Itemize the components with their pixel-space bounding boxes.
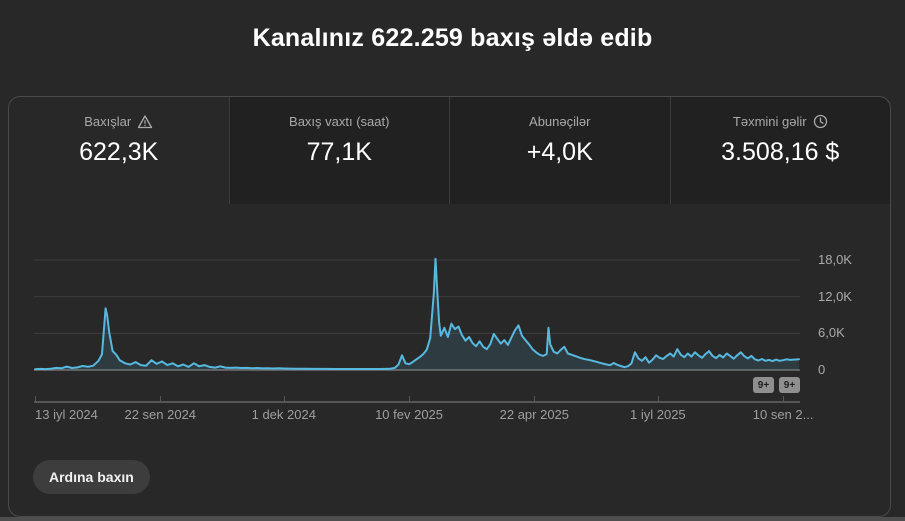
tab-subscribers-value: +4,0K: [526, 138, 593, 166]
tab-views-label: Baxışlar: [84, 114, 132, 129]
annotation-badge[interactable]: 9+: [753, 377, 774, 393]
views-line-chart[interactable]: [34, 247, 800, 382]
x-axis-label: 1 dek 2024: [251, 407, 316, 422]
x-axis-label: 22 sen 2024: [124, 407, 197, 422]
tab-revenue-value: 3.508,16 $: [721, 138, 840, 166]
clock-icon[interactable]: [813, 114, 828, 129]
x-axis-label: 10 fev 2025: [375, 407, 444, 422]
y-axis-label: 6,0K: [818, 325, 845, 341]
see-more-button[interactable]: Ardına baxın: [33, 460, 150, 494]
x-axis-line: [34, 401, 800, 403]
tab-watch-time[interactable]: Baxış vaxtı (saat) 77,1K: [228, 97, 449, 204]
metric-tabs: Baxışlar 622,3K Baxış vaxtı (saat) 77,1K…: [9, 97, 890, 204]
tab-watch-time-value: 77,1K: [306, 138, 372, 166]
x-axis-tick: [657, 396, 659, 403]
x-axis-tick: [283, 396, 285, 403]
x-axis-label: 13 iyl 2024: [35, 407, 98, 422]
x-axis-tick: [534, 396, 536, 403]
tab-subscribers-label: Abunəçilər: [529, 114, 591, 129]
tab-revenue[interactable]: Təxmini gəlir 3.508,16 $: [669, 97, 890, 204]
x-axis-tick: [160, 396, 162, 403]
annotation-badge[interactable]: 9+: [779, 377, 800, 393]
bottom-strip: [0, 517, 905, 521]
y-axis-label: 18,0K: [818, 251, 852, 267]
warning-icon[interactable]: [137, 114, 153, 129]
x-axis-tick: [783, 396, 785, 403]
y-axis-label: 0: [818, 362, 826, 377]
x-axis-tick: [409, 396, 411, 403]
tab-watch-time-label: Baxış vaxtı (saat): [289, 114, 390, 129]
annotation-badges: 9+ 9+: [753, 377, 800, 393]
x-axis-tick: [35, 396, 36, 403]
page-header: Kanalınız 622.259 baxış əldə edib: [0, 0, 905, 96]
x-axis-label: 10 sen 2...: [752, 407, 814, 422]
analytics-card: Baxışlar 622,3K Baxış vaxtı (saat) 77,1K…: [8, 96, 891, 517]
tab-views-value: 622,3K: [79, 138, 159, 166]
page-title: Kanalınız 622.259 baxış əldə edib: [252, 24, 653, 52]
tab-subscribers[interactable]: Abunəçilər +4,0K: [449, 97, 670, 204]
x-axis-label: 1 iyl 2025: [630, 407, 686, 422]
x-axis-label: 22 apr 2025: [499, 407, 570, 422]
tab-revenue-label: Təxmini gəlir: [732, 114, 807, 129]
y-axis-label: 12,0K: [818, 288, 852, 304]
tab-views[interactable]: Baxışlar 622,3K: [9, 97, 229, 204]
